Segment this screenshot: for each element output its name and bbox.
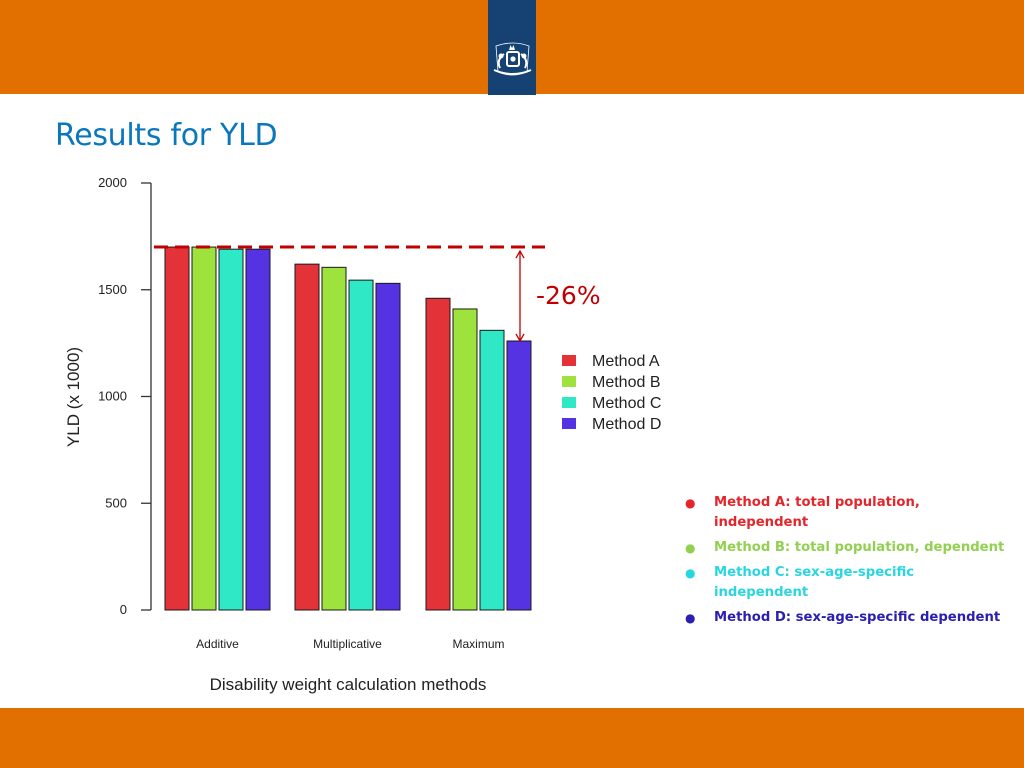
x-category-label: Maximum	[452, 637, 504, 651]
method-note: ● Method B: total population, dependent	[680, 538, 1010, 558]
bar-method-d	[245, 248, 271, 611]
y-tick-label: 0	[120, 602, 127, 617]
bar-method-b	[452, 308, 478, 611]
legend-swatch	[562, 418, 576, 429]
bullet-icon: ●	[685, 611, 696, 625]
bar-method-a	[164, 246, 190, 611]
legend-label: Method B	[592, 374, 660, 391]
method-note-text: Method A: total population, independent	[714, 495, 920, 530]
legend-label: Method C	[592, 395, 661, 412]
method-note: ● Method C: sex-age-specific independent	[680, 563, 1010, 603]
arrow-head-bottom	[515, 333, 525, 343]
bar-method-d	[375, 282, 401, 611]
arrow-head-top	[515, 249, 525, 259]
y-tick-label: 1500	[98, 282, 127, 297]
legend-label: Method D	[592, 416, 661, 433]
legend-swatch	[562, 397, 576, 408]
bar-method-b	[191, 246, 217, 611]
logo-box	[488, 0, 536, 95]
x-category-label: Multiplicative	[313, 637, 382, 651]
bar-method-c	[479, 329, 505, 611]
bar-method-a	[294, 263, 320, 611]
method-note: ● Method D: sex-age-specific dependent	[680, 608, 1010, 628]
bar-method-d	[506, 340, 532, 611]
percent-difference-label: -26%	[536, 281, 601, 310]
bar-method-c	[218, 248, 244, 611]
bar-method-b	[321, 266, 347, 611]
bullet-icon: ●	[685, 541, 696, 555]
yld-bar-chart: 0 500 1000 1500 2000 YLD (x 1000) Additive Mult…	[64, 175, 661, 694]
method-note: ● Method A: total population, independent	[680, 493, 1010, 533]
bottom-banner	[0, 708, 1024, 768]
method-note-text: Method D: sex-age-specific dependent	[714, 610, 1001, 625]
x-axis-title: Disability weight calculation methods	[210, 675, 487, 694]
bar-method-c	[348, 279, 374, 611]
bullet-icon: ●	[685, 566, 696, 580]
legend-swatch	[562, 376, 576, 387]
y-tick-label: 2000	[98, 175, 127, 190]
bar-method-a	[425, 297, 451, 611]
method-note-text: Method B: total population, dependent	[714, 540, 1005, 555]
method-note-text: Method C: sex-age-specific independent	[714, 565, 915, 600]
y-tick-label: 1000	[98, 389, 127, 404]
bullet-icon: ●	[685, 496, 696, 510]
legend-label: Method A	[592, 353, 660, 370]
method-notes-list: ● Method A: total population, independent…	[680, 493, 1010, 633]
y-axis-title: YLD (x 1000)	[64, 347, 83, 447]
legend-swatch	[562, 355, 576, 366]
dutch-royal-coat-of-arms-icon	[493, 42, 532, 76]
slide-title: Results for YLD	[55, 118, 278, 153]
y-tick-label: 500	[105, 495, 127, 510]
x-category-label: Additive	[196, 637, 239, 651]
